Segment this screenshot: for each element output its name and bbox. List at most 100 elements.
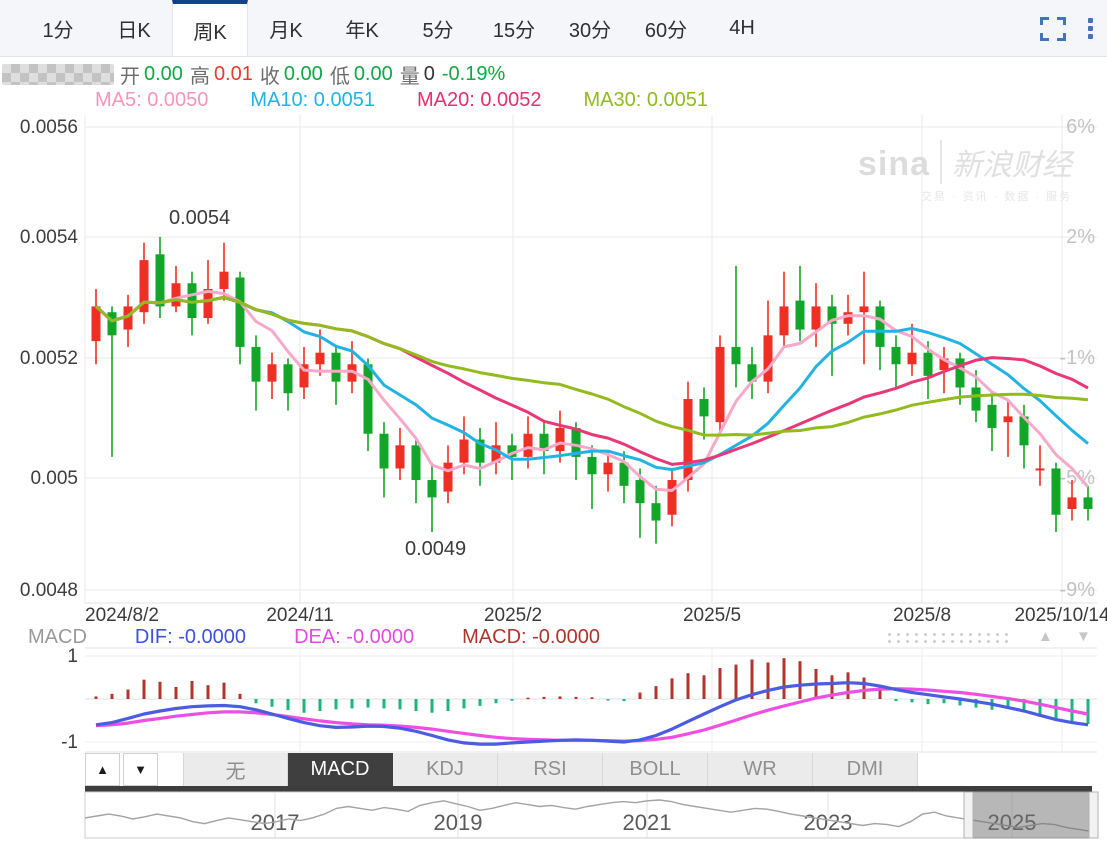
macd-hist-bar: [798, 661, 802, 699]
indicator-tab-MACD[interactable]: MACD: [288, 753, 393, 786]
candle-body: [443, 462, 453, 492]
macd-hist-bar: [158, 681, 162, 699]
high-price-annotation: 0.0054: [169, 207, 231, 229]
macd-hist-bar: [702, 675, 706, 699]
period-tab-4H[interactable]: 4H: [729, 16, 755, 39]
macd-hist-bar: [958, 699, 962, 706]
macd-hist-bar: [1006, 699, 1010, 709]
period-tab-日K[interactable]: 日K: [117, 19, 151, 42]
period-tab-5分[interactable]: 5分: [422, 19, 454, 42]
watermark-brand-cn: 新浪财经: [940, 140, 1072, 184]
macd-hist-bar: [1038, 699, 1042, 716]
candle-body: [651, 503, 661, 521]
period-tab-1分[interactable]: 1分: [42, 19, 74, 42]
candlestick-chart[interactable]: 0.0056 6% 0.0054 2% 0.0052 -1% 0.005 -5% 0.0048 -…: [0, 112, 1107, 604]
navigator-frame: [84, 791, 1091, 839]
candle-body: [779, 306, 789, 336]
scroll-up-icon[interactable]: ▲: [1038, 628, 1053, 645]
y-axis-label: 0.005: [30, 468, 78, 489]
right-axis-label: 2%: [1066, 226, 1095, 248]
candle-body: [171, 283, 181, 307]
macd-chart[interactable]: 1 -1: [0, 645, 1107, 753]
scroll-down-icon[interactable]: ▼: [1076, 628, 1091, 645]
period-tab-15分[interactable]: 15分: [492, 19, 536, 42]
kebab-menu-icon[interactable]: [1088, 18, 1093, 39]
period-tab-周K[interactable]: 周K: [172, 0, 248, 56]
macd-hist-bar: [366, 699, 370, 708]
indicator-tab-BOLL[interactable]: BOLL: [603, 753, 708, 786]
candle-body: [923, 352, 933, 376]
macd-hist-bar: [974, 699, 978, 708]
quote-field: -0.19%: [441, 62, 506, 85]
watermark: sina 新浪财经 交易 · 资讯 · 数据 · 服务: [858, 140, 1072, 204]
candle-body: [1083, 497, 1093, 509]
candle-body: [1035, 468, 1045, 471]
navigator-selection[interactable]: [971, 791, 1091, 839]
indicator-tab-RSI[interactable]: RSI: [498, 753, 603, 786]
candle-body: [747, 364, 757, 382]
navigator-year-label: 2019: [434, 810, 483, 835]
candle-body: [475, 439, 485, 463]
candle-body: [187, 283, 197, 318]
navigator-handle-left[interactable]: [963, 791, 974, 839]
candle-body: [827, 306, 837, 324]
macd-hist-bar: [878, 686, 882, 699]
indicator-tab-KDJ[interactable]: KDJ: [393, 753, 498, 786]
macd-header-item: MACD: [28, 626, 87, 648]
x-axis-label: 2025/5: [682, 605, 742, 626]
fullscreen-icon[interactable]: [1040, 16, 1066, 41]
navigator-sparkline: [84, 799, 1091, 832]
macd-hist-bar: [126, 689, 130, 699]
macd-hist-bar: [382, 699, 386, 709]
navigator-handle-right[interactable]: [1088, 791, 1099, 839]
candle-body: [139, 260, 149, 313]
indicator-down-button[interactable]: ▼: [123, 753, 158, 786]
period-tab-年K[interactable]: 年K: [345, 19, 379, 42]
macd-hist-bar: [254, 699, 258, 704]
period-tab-月K[interactable]: 月K: [269, 19, 303, 42]
period-tab-60分[interactable]: 60分: [644, 19, 688, 42]
candle-body: [123, 306, 133, 330]
candle-body: [91, 306, 101, 342]
period-tab-30分[interactable]: 30分: [568, 19, 612, 42]
symbol-name-blurred: [2, 63, 114, 85]
candle-body: [971, 387, 981, 411]
candle-body: [603, 462, 613, 475]
macd-hist-bar: [926, 699, 930, 705]
candle-body: [107, 312, 117, 336]
candle-body: [427, 480, 437, 498]
candle-body: [411, 445, 421, 481]
pane-drag-handle[interactable]: [85, 786, 1092, 792]
candle-body: [507, 445, 517, 457]
quote-field: 开 0.00: [120, 62, 183, 88]
ma30-line: [94, 295, 1089, 437]
indicator-tab-无[interactable]: 无: [183, 753, 288, 786]
period-tabbar: 1分 日K 周K 月K 年K 5分 15分 30分 60分 4H: [0, 0, 1107, 57]
macd-y-label: 1: [67, 646, 78, 667]
period-tabs: 1分 日K 周K 月K 年K 5分 15分 30分 60分 4H: [20, 0, 780, 56]
macd-hist-bar: [782, 658, 786, 699]
ma10-line: [94, 295, 1089, 472]
macd-hist-bar: [398, 699, 402, 710]
macd-hist-bar: [846, 672, 850, 699]
macd-hist-bar: [766, 662, 770, 699]
sina-logo: sina: [858, 145, 931, 183]
low-price-annotation: 0.0049: [405, 538, 467, 560]
macd-hist-bar: [638, 692, 642, 699]
candle-body: [875, 306, 885, 347]
macd-hist-bar: [830, 675, 834, 699]
candle-body: [667, 480, 677, 515]
macd-hist-bar: [478, 699, 482, 706]
indicator-tab-WR[interactable]: WR: [708, 753, 813, 786]
macd-hist-bar: [142, 679, 146, 699]
macd-hist-bar: [270, 699, 274, 707]
history-navigator[interactable]: 20172019202120232025: [0, 790, 1107, 840]
candle-body: [907, 352, 917, 365]
candle-body: [1003, 416, 1013, 423]
macd-hist-bar: [622, 699, 626, 702]
indicator-up-button[interactable]: ▲: [85, 753, 120, 786]
macd-hist-bar: [174, 686, 178, 699]
indicator-tab-DMI[interactable]: DMI: [813, 753, 918, 786]
macd-hist-bar: [542, 696, 546, 699]
